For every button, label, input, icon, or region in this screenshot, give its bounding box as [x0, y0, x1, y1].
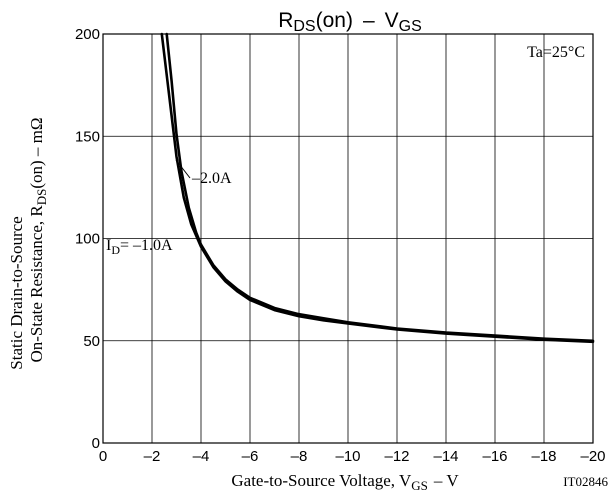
y-axis-label-line2: On-State Resistance, RDS(on) – mΩ	[27, 117, 49, 362]
title-ds-subscript: DS	[293, 18, 315, 35]
x-tick-label: –14	[433, 448, 458, 465]
series-label-1a-tail: = –1.0A	[120, 237, 173, 254]
x-tick-label: 0	[99, 448, 107, 465]
title-v: V	[385, 9, 399, 32]
title-gs-subscript: GS	[399, 18, 422, 35]
series-label-1a-i: I	[106, 237, 111, 254]
x-tick-label: –10	[335, 448, 360, 465]
plot-frame	[102, 33, 594, 444]
x-tick-label: –18	[531, 448, 556, 465]
series-label-2a-text: –2.0A	[191, 170, 232, 187]
x-tick-label: –20	[580, 448, 605, 465]
x-axis-label: Gate-to-Source Voltage, VGS – V	[231, 471, 459, 493]
chart-title: RDS(on) – VGS	[278, 9, 422, 35]
y-tick-label: 50	[83, 333, 100, 350]
x-tick-label: –2	[144, 448, 161, 465]
series-line-id-1a	[165, 32, 595, 343]
y-axis-label-line1: Static Drain-to-Source	[7, 216, 26, 369]
x-tick-label: –6	[242, 448, 259, 465]
series-label-2a-leader	[175, 159, 191, 179]
series-label-1a-sub: D	[111, 243, 120, 257]
y-tick-label: 150	[75, 128, 100, 145]
tick-labels: 0 –2 –4 –6 –8 –10 –12 –14 –16 –18 –20 0 50 100 150 200	[75, 26, 606, 465]
series-line-id-2a	[160, 32, 595, 344]
y-tick-label: 100	[75, 231, 100, 248]
y-axis-label-line2-sub: DS	[34, 189, 49, 206]
series-lines	[160, 32, 595, 344]
y-axis-label-line2-main: On-State Resistance, R	[27, 205, 46, 363]
figure-id: IT02846	[563, 474, 608, 489]
x-axis-label-main: Gate-to-Source Voltage, V	[231, 471, 412, 490]
y-axis-label-line2-tail: (on) – mΩ	[27, 117, 46, 188]
title-dash: –	[363, 9, 375, 32]
y-tick-label: 0	[92, 435, 100, 452]
series-label-1a: ID= –1.0A	[106, 237, 173, 257]
y-axis-label: Static Drain-to-Source On-State Resistan…	[7, 117, 49, 369]
y-tick-label: 200	[75, 26, 100, 43]
x-tick-label: –4	[193, 448, 210, 465]
x-tick-label: –12	[384, 448, 409, 465]
x-tick-label: –16	[482, 448, 507, 465]
title-on: (on)	[316, 9, 353, 32]
x-axis-label-sub: GS	[411, 478, 428, 493]
x-tick-label: –8	[291, 448, 308, 465]
grid	[103, 34, 593, 443]
title-r: R	[278, 9, 293, 32]
series-label-2a: –2.0A	[191, 170, 232, 187]
x-axis-label-tail: – V	[433, 471, 459, 490]
temperature-label: Ta=25°C	[527, 44, 585, 61]
